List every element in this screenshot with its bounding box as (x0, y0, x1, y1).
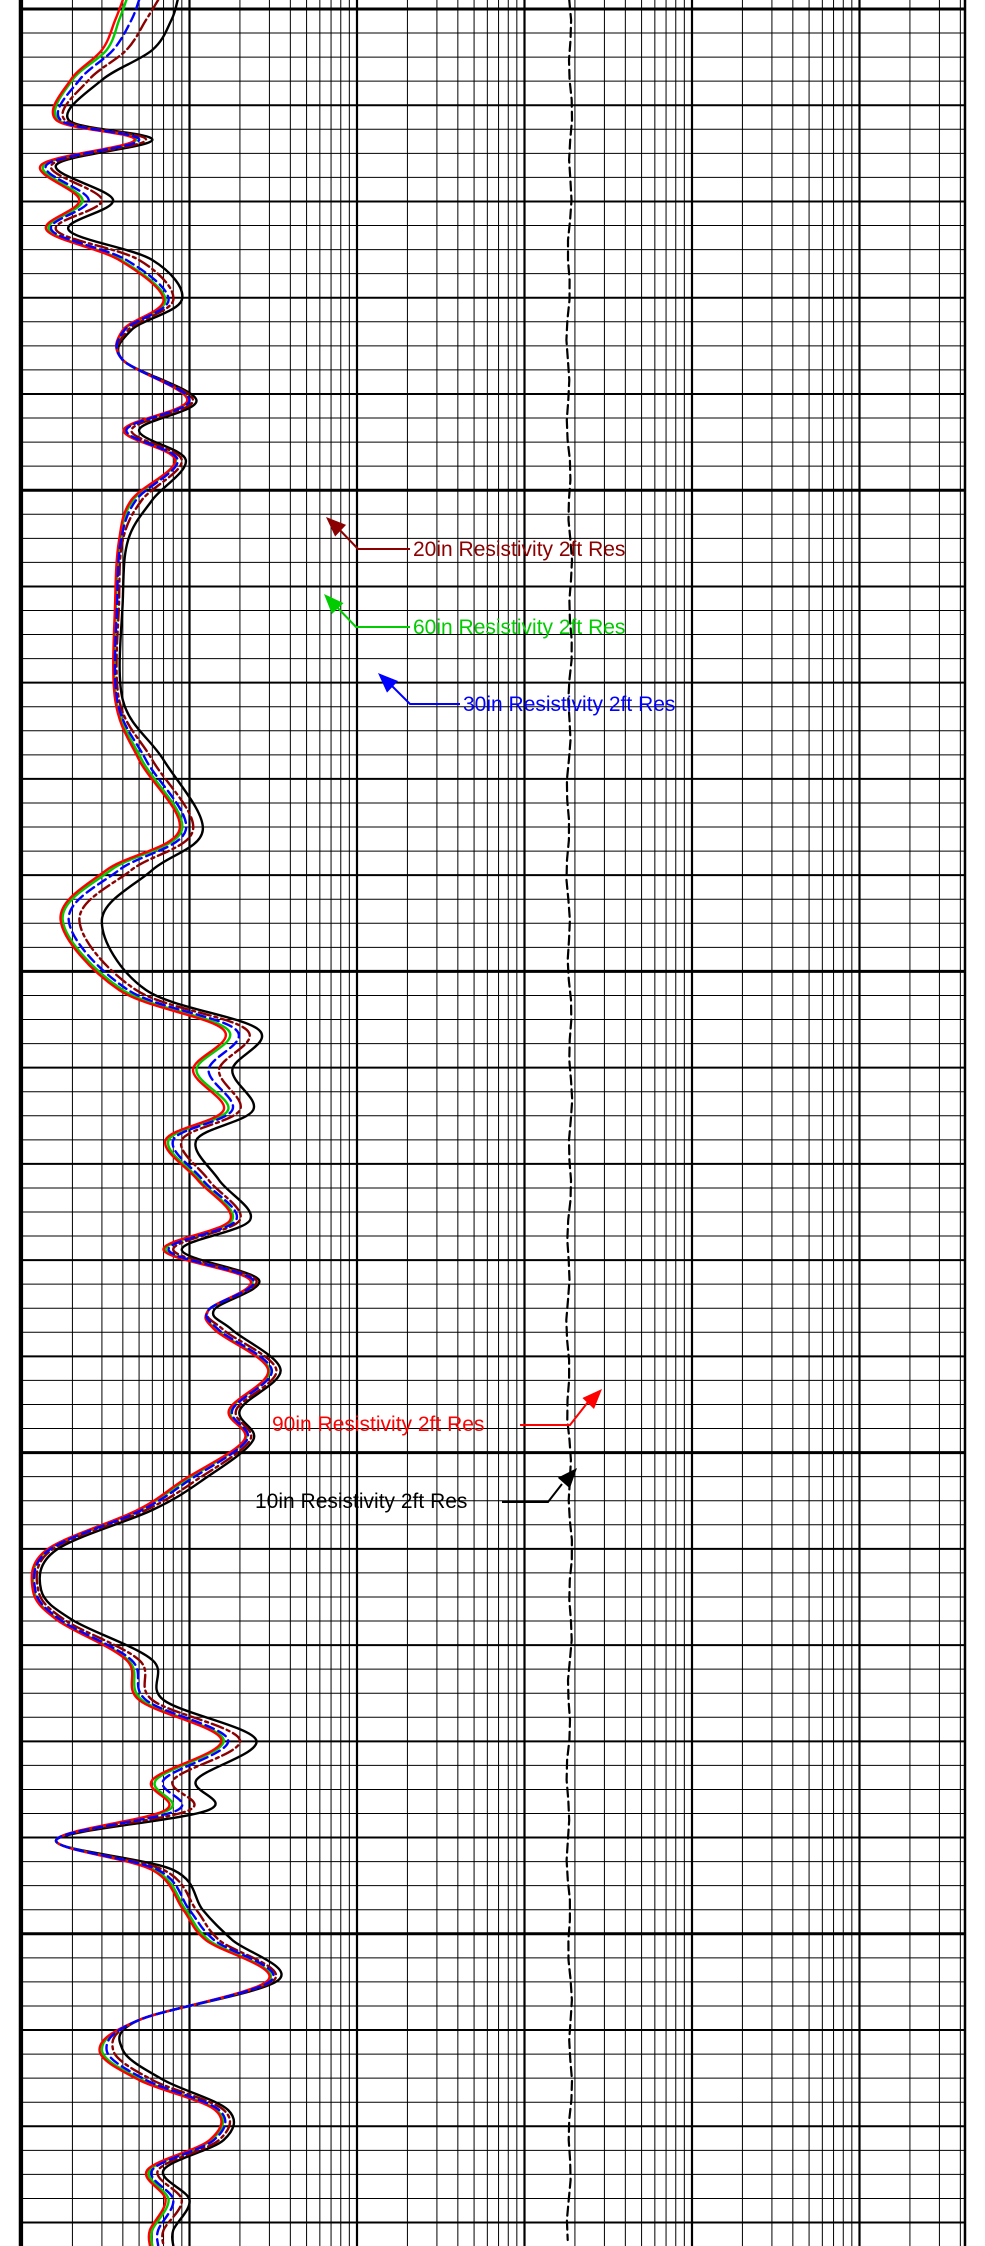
annotation-30in-label: 30in Resistivity 2ft Res (463, 693, 675, 716)
annotation-10in-leader (502, 1483, 563, 1503)
annotation-90in-label: 90in Resistivity 2ft Res (272, 1413, 484, 1436)
curve-reference-dashed (565, 0, 574, 2242)
annotation-20in-label: 20in Resistivity 2ft Res (413, 538, 625, 561)
curve-30in-resistivity (32, 0, 275, 2246)
curve-10in-resistivity (38, 0, 283, 2246)
annotation-60in-leader (333, 603, 410, 628)
curve-90in-resistivity (30, 0, 271, 2246)
annotation-60in-label: 60in Resistivity 2ft Res (413, 616, 625, 639)
annotation-30in: 30in Resistivity 2ft Res (378, 673, 675, 716)
annotation-30in-leader (391, 685, 460, 705)
annotation-20in-leader (335, 525, 410, 550)
annotation-90in: 90in Resistivity 2ft Res (272, 1389, 602, 1436)
annotation-60in: 60in Resistivity 2ft Res (324, 594, 625, 639)
annotation-10in-arrowhead (557, 1468, 577, 1489)
annotation-20in-arrowhead (326, 517, 347, 537)
annotation-10in-label: 10in Resistivity 2ft Res (255, 1490, 467, 1513)
log-grid (18, 0, 967, 2246)
annotation-90in-arrowhead (582, 1389, 602, 1409)
annotation-90in-leader (520, 1401, 589, 1426)
annotation-20in: 20in Resistivity 2ft Res (326, 517, 625, 561)
annotation-60in-arrowhead (324, 594, 344, 615)
curve-20in-resistivity (35, 0, 278, 2246)
resistivity-curves (30, 0, 574, 2246)
annotation-30in-arrowhead (378, 673, 399, 693)
annotation-10in: 10in Resistivity 2ft Res (255, 1468, 577, 1513)
